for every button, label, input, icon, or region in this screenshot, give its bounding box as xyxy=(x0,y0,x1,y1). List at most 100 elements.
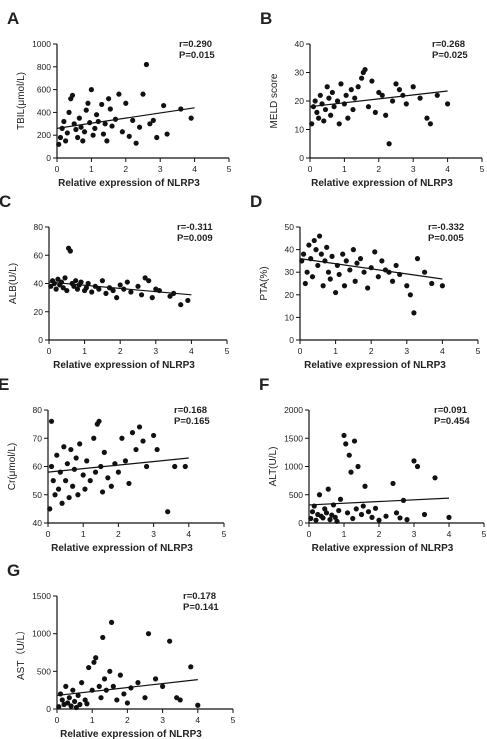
x-axis-title: Relative expression of NLRP3 xyxy=(312,543,454,554)
panel-label: F xyxy=(259,375,269,394)
data-point xyxy=(61,118,67,125)
x-tick-label: 4 xyxy=(445,164,450,174)
x-tick-label: 5 xyxy=(231,715,236,725)
x-tick-label: 4 xyxy=(195,715,200,725)
data-point xyxy=(336,507,342,514)
data-point xyxy=(140,438,146,444)
data-point xyxy=(110,287,116,294)
y-tick-label: 1500 xyxy=(284,433,303,443)
data-point xyxy=(432,475,438,481)
data-point xyxy=(128,289,134,295)
data-point xyxy=(365,509,372,515)
data-point xyxy=(321,118,327,124)
y-tick-label: 1000 xyxy=(32,629,51,639)
data-point xyxy=(73,455,79,461)
data-point xyxy=(304,269,310,275)
data-point xyxy=(316,115,322,121)
data-point xyxy=(74,286,81,292)
data-point xyxy=(362,67,368,73)
data-point xyxy=(68,703,74,709)
y-tick-label: 1000 xyxy=(32,39,51,49)
x-tick-label: 2 xyxy=(118,346,123,356)
data-point xyxy=(107,106,113,112)
y-tick-label: 0 xyxy=(289,335,294,345)
data-point xyxy=(178,302,184,308)
data-point xyxy=(346,452,352,458)
data-point xyxy=(300,251,307,257)
data-point xyxy=(119,435,125,441)
data-point xyxy=(351,438,358,444)
data-point xyxy=(61,444,67,450)
panel-f: F 0 1 2 3 4 5 0 500 1000 1500 2000 Relative expressi… xyxy=(259,375,487,554)
x-tick-label: 5 xyxy=(476,346,481,356)
data-point xyxy=(446,514,452,520)
data-point xyxy=(161,102,167,109)
data-point xyxy=(188,664,194,670)
y-tick-label: 20 xyxy=(34,307,44,317)
data-point xyxy=(324,244,330,250)
data-point xyxy=(354,260,360,266)
data-point xyxy=(73,126,79,133)
data-point xyxy=(66,494,72,501)
data-point xyxy=(78,124,84,130)
data-point xyxy=(348,469,354,475)
data-point xyxy=(109,123,115,129)
x-tick-label: 1 xyxy=(81,529,86,539)
data-point xyxy=(78,279,84,285)
y-tick-label: 50 xyxy=(33,490,43,500)
data-point xyxy=(91,435,97,441)
data-point xyxy=(154,134,160,141)
data-point xyxy=(101,676,108,682)
data-point xyxy=(100,131,107,137)
x-tick-label: 4 xyxy=(189,346,194,356)
data-point xyxy=(75,492,81,498)
data-point xyxy=(434,92,440,98)
x-tick-label: 1 xyxy=(333,346,338,356)
y-tick-label: 1500 xyxy=(32,591,51,601)
data-point xyxy=(89,289,95,295)
data-point xyxy=(52,492,58,498)
data-point xyxy=(63,683,69,690)
data-point xyxy=(136,124,143,130)
y-tick-label: 20 xyxy=(295,96,305,106)
y-tick-label: 0 xyxy=(38,335,43,345)
y-tick-label: 0 xyxy=(299,153,304,163)
data-point xyxy=(106,96,112,102)
data-point xyxy=(417,95,423,101)
x-tick-label: 2 xyxy=(123,164,128,174)
data-point xyxy=(383,112,389,118)
data-point xyxy=(369,78,375,84)
data-point xyxy=(352,95,358,101)
data-point xyxy=(126,480,132,487)
data-point xyxy=(151,432,157,439)
data-point xyxy=(182,463,188,470)
data-point xyxy=(135,283,141,289)
y-tick-label: 1000 xyxy=(284,462,303,472)
x-tick-label: 2 xyxy=(116,529,121,539)
data-point xyxy=(445,101,451,107)
data-point xyxy=(352,278,358,284)
data-point xyxy=(389,278,396,284)
data-point xyxy=(124,700,130,706)
data-point xyxy=(73,704,79,711)
data-point xyxy=(70,687,76,693)
x-tick-label: 2 xyxy=(125,715,130,725)
y-tick-label: 10 xyxy=(285,312,295,322)
y-tick-label: 30 xyxy=(285,267,295,277)
data-point xyxy=(142,275,148,281)
data-point xyxy=(129,430,136,436)
data-point xyxy=(355,463,361,470)
y-tick-label: 2000 xyxy=(284,405,303,415)
data-point xyxy=(365,285,371,291)
data-point xyxy=(64,700,71,706)
data-point xyxy=(55,276,61,282)
data-point xyxy=(77,701,83,708)
data-point xyxy=(396,87,403,93)
data-point xyxy=(80,138,86,144)
data-point xyxy=(117,672,123,678)
data-point xyxy=(411,458,417,464)
data-point xyxy=(325,269,332,275)
data-point xyxy=(48,418,55,424)
data-point xyxy=(69,92,76,98)
x-tick-label: 1 xyxy=(82,346,87,356)
